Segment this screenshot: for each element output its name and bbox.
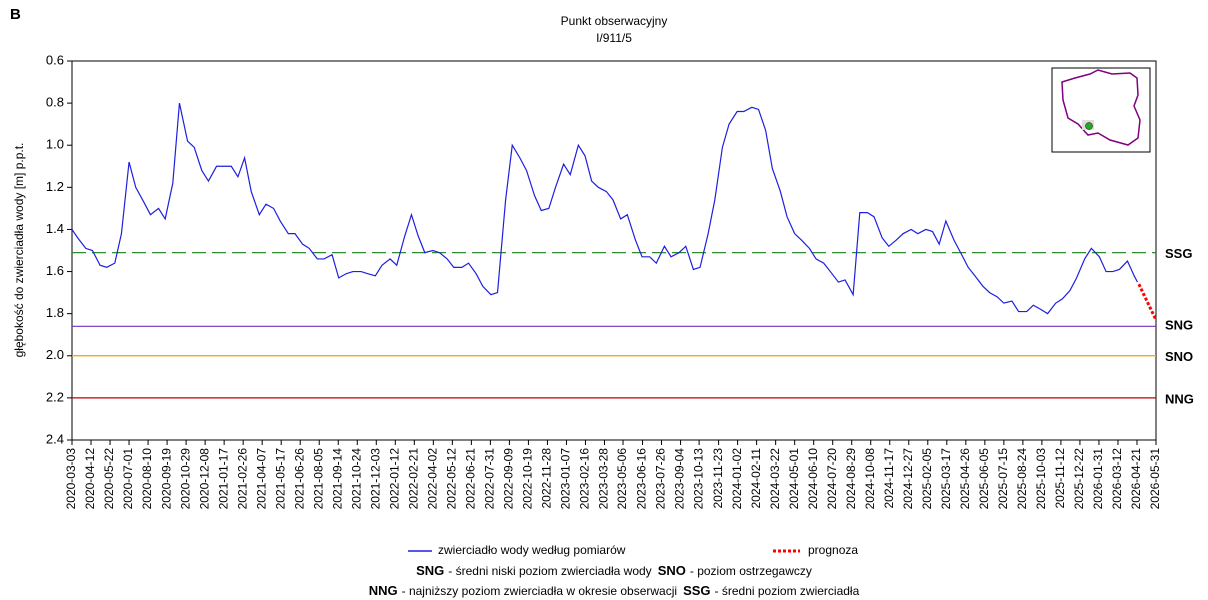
y-tick-label: 2.4 (46, 431, 64, 446)
legend: zwierciadło wody według pomiarów prognoz… (369, 543, 860, 598)
legend-desc: - najniższy poziom zwierciadła w okresie… (402, 584, 677, 598)
x-tick-label: 2020-04-12 (83, 448, 97, 510)
y-tick-label: 1.8 (46, 305, 64, 320)
y-tick-label: 2.0 (46, 347, 64, 362)
legend-abbr: SNG (416, 563, 444, 578)
x-tick-label: 2022-10-19 (521, 448, 535, 510)
x-tick-label: 2020-12-08 (197, 448, 211, 510)
x-tick-label: 2023-11-23 (711, 448, 725, 509)
x-tick-label: 2021-05-17 (273, 448, 287, 510)
x-tick-label: 2025-08-24 (1015, 448, 1029, 510)
x-tick-label: 2023-10-13 (691, 448, 705, 510)
x-tick-label: 2021-04-07 (254, 448, 268, 510)
reference-label: SNG (1165, 318, 1193, 333)
x-tick-label: 2026-01-31 (1091, 448, 1105, 510)
x-tick-label: 2021-12-03 (368, 448, 382, 510)
x-tick-label: 2025-04-26 (958, 448, 972, 510)
x-tick-label: 2024-02-11 (749, 448, 763, 509)
x-tick-label: 2022-01-12 (387, 448, 401, 510)
x-tick-label: 2025-06-05 (977, 448, 991, 510)
x-tick-label: 2020-10-29 (178, 448, 192, 510)
x-tick-label: 2024-05-01 (787, 448, 801, 510)
x-tick-label: 2023-06-16 (635, 448, 649, 510)
inset-point (1085, 122, 1093, 130)
legend-abbr: NNG (369, 583, 398, 598)
legend-desc: - średni niski poziom zwierciadła wody (448, 564, 651, 578)
x-tick-label: 2021-10-24 (349, 448, 363, 510)
y-tick-label: 1.2 (46, 179, 64, 194)
reference-label: NNG (1165, 391, 1194, 406)
x-tick-label: 2022-11-28 (540, 448, 554, 509)
x-tick-label: 2024-12-27 (901, 448, 915, 510)
x-tick-label: 2024-10-08 (863, 448, 877, 510)
plot-area (71, 60, 1157, 441)
x-tick-label: 2020-09-19 (159, 448, 173, 510)
forecast-line (1137, 283, 1158, 321)
x-tick-label: 2021-09-14 (330, 448, 344, 510)
y-tick-label: 2.2 (46, 389, 64, 404)
x-tick-label: 2023-01-07 (559, 448, 573, 510)
legend-desc: - średni poziom zwierciadła (715, 584, 860, 598)
y-axis-label: głębokość do zwierciadła wody [m] p.p.t. (12, 143, 26, 358)
x-tick-label: 2021-01-17 (216, 448, 230, 510)
y-tick-label: 1.6 (46, 263, 64, 278)
x-tick-label: 2023-03-28 (597, 448, 611, 510)
x-tick-label: 2025-07-15 (996, 448, 1010, 510)
panel-label: B (10, 6, 21, 23)
x-tick-label: 2024-08-29 (844, 448, 858, 510)
chart-title: Punkt obserwacyjny (561, 14, 668, 28)
x-tick-label: 2022-02-21 (406, 448, 420, 510)
y-tick-label: 1.0 (46, 137, 64, 152)
legend-abbr: SSG (683, 583, 710, 598)
inset-map (1051, 67, 1151, 153)
legend-note: NNG - najniższy poziom zwierciadła w okre… (369, 583, 860, 598)
reference-label: SSG (1165, 246, 1192, 261)
y-tick-label: 1.4 (46, 221, 64, 236)
x-tick-label: 2024-07-20 (825, 448, 839, 510)
legend-label: prognoza (808, 543, 858, 557)
y-tick-label: 0.6 (46, 52, 64, 67)
x-tick-label: 2022-09-09 (502, 448, 516, 510)
inset-country (1061, 69, 1141, 146)
x-tick-label: 2026-03-12 (1110, 448, 1124, 510)
x-tick-label: 2023-07-26 (654, 448, 668, 510)
legend-desc: - poziom ostrzegawczy (690, 564, 812, 578)
x-tick-label: 2025-03-17 (939, 448, 953, 510)
x-tick-label: 2024-03-22 (768, 448, 782, 510)
x-tick-label: 2021-08-05 (311, 448, 325, 510)
x-tick-label: 2025-12-22 (1072, 448, 1086, 510)
x-tick-label: 2026-05-31 (1148, 448, 1162, 510)
chart-subtitle: I/911/5 (596, 31, 632, 45)
x-tick-label: 2025-02-05 (920, 448, 934, 510)
x-tick-label: 2024-01-02 (730, 448, 744, 510)
data-line (71, 102, 1138, 315)
x-tick-label: 2023-09-04 (673, 448, 687, 510)
x-tick-label: 2024-11-17 (882, 448, 896, 509)
x-tick-label: 2020-05-22 (102, 448, 116, 510)
reference-label: SNO (1165, 349, 1193, 364)
y-tick-label: 0.8 (46, 95, 64, 110)
x-tick-label: 2022-07-31 (483, 448, 497, 510)
x-tick-label: 2025-10-03 (1034, 448, 1048, 510)
legend-label: zwierciadło wody według pomiarów (438, 543, 626, 557)
legend-note: SNG - średni niski poziom zwierciadła wod… (416, 563, 812, 578)
x-tick-label: 2020-07-01 (121, 448, 135, 510)
x-tick-label: 2020-08-10 (140, 448, 154, 510)
x-tick-label: 2025-11-12 (1053, 448, 1067, 509)
x-tick-label: 2022-06-21 (464, 448, 478, 510)
x-tick-label: 2022-04-02 (426, 448, 440, 510)
x-tick-label: 2024-06-10 (806, 448, 820, 510)
x-tick-label: 2023-02-16 (578, 448, 592, 510)
legend-abbr: SNO (658, 563, 686, 578)
x-tick-label: 2023-05-06 (615, 448, 629, 510)
x-tick-label: 2026-04-21 (1129, 448, 1143, 510)
x-tick-label: 2021-02-26 (235, 448, 249, 510)
x-tick-label: 2022-05-12 (445, 448, 459, 510)
x-tick-label: 2021-06-26 (292, 448, 306, 510)
x-tick-label: 2020-03-03 (64, 448, 78, 510)
